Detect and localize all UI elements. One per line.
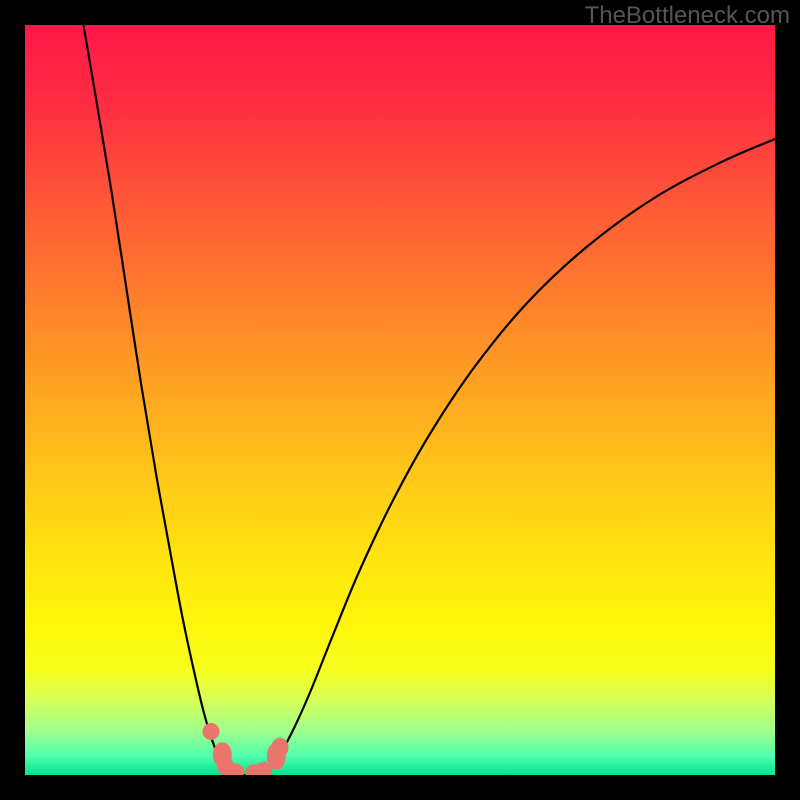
curve-marker: [228, 764, 244, 775]
plot-svg: [25, 25, 775, 775]
curve-marker: [203, 724, 219, 740]
plot-area: [25, 25, 775, 775]
gradient-background: [25, 25, 775, 775]
curve-marker: [272, 738, 288, 756]
chart-frame: TheBottleneck.com: [0, 0, 800, 800]
watermark-text: TheBottleneck.com: [585, 2, 790, 30]
